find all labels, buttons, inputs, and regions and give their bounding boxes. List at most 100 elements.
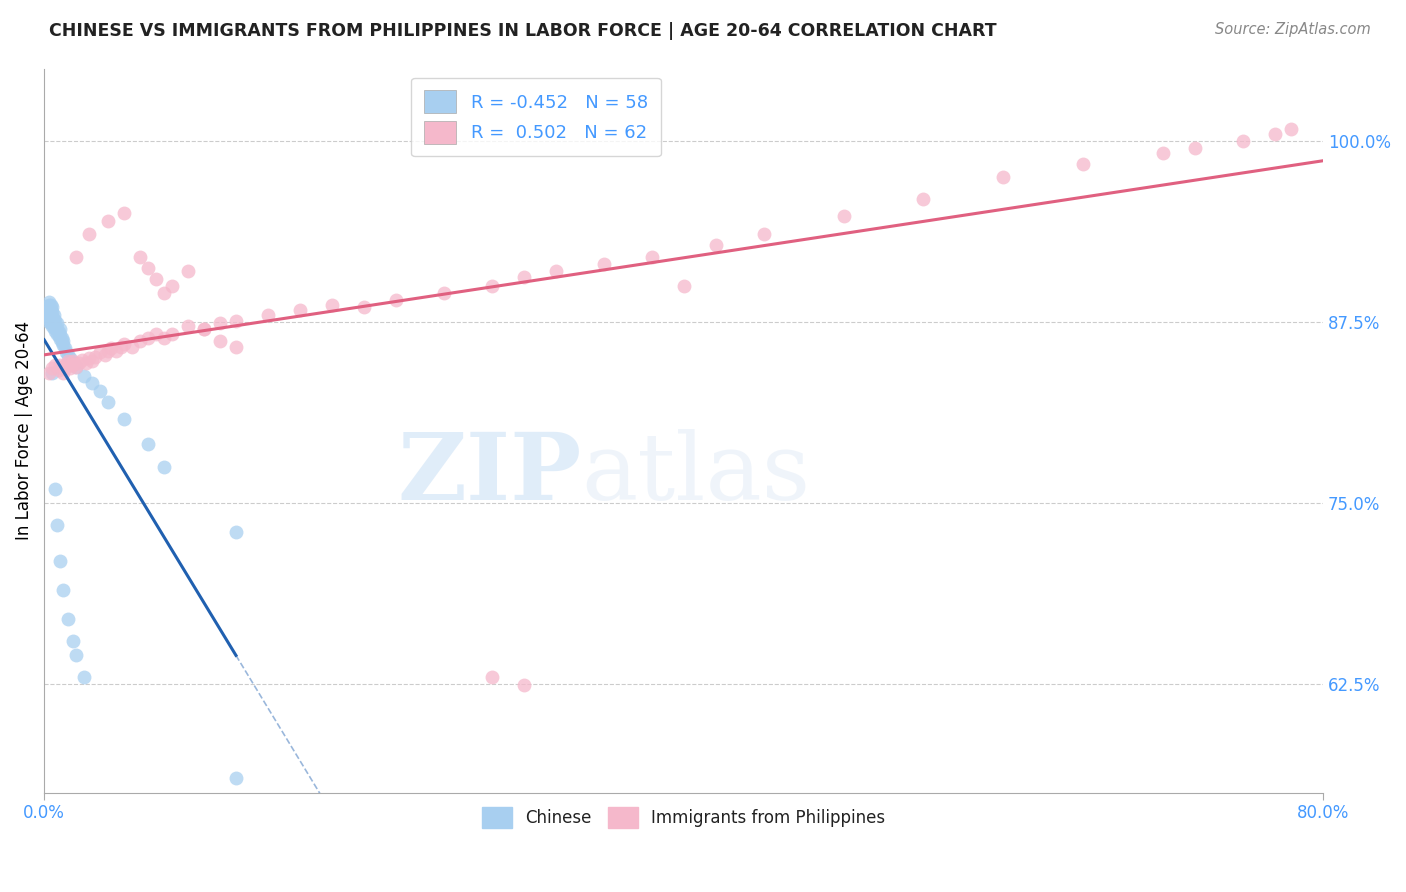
Point [38, 294, 60, 309]
Point [752, 227, 775, 241]
Point [49, 328, 72, 343]
Point [145, 326, 167, 341]
Point [52, 334, 75, 348]
Point [77, 351, 100, 366]
Point [225, 340, 247, 354]
Text: atlas: atlas [581, 429, 810, 519]
Point [193, 322, 215, 336]
Point [89, 384, 111, 399]
Point [385, 293, 408, 308]
Text: ZIP: ZIP [396, 429, 581, 519]
Point [321, 297, 343, 311]
Point [48, 363, 70, 377]
Point [672, 278, 695, 293]
Point [56, 348, 79, 362]
Point [193, 322, 215, 336]
Point [225, 313, 247, 327]
Point [97, 394, 120, 409]
Point [42, 320, 65, 334]
Y-axis label: In Labor Force | Age 20-64: In Labor Force | Age 20-64 [15, 321, 32, 541]
Point [73, 368, 96, 383]
Point [44, 359, 66, 373]
Point [177, 264, 200, 278]
Point [39, 297, 62, 311]
Point [1071, 157, 1094, 171]
Point [44, 482, 66, 496]
Point [41, 315, 63, 329]
Text: Source: ZipAtlas.com: Source: ZipAtlas.com [1215, 22, 1371, 37]
Point [62, 354, 84, 368]
Point [45, 322, 67, 336]
Point [129, 250, 152, 264]
Point [44, 319, 66, 334]
Point [225, 524, 247, 539]
Point [89, 345, 111, 359]
Point [1184, 141, 1206, 155]
Point [59, 361, 82, 376]
Point [45, 326, 67, 341]
Point [38, 303, 60, 318]
Point [55, 345, 77, 359]
Point [39, 312, 62, 326]
Point [153, 459, 176, 474]
Point [42, 317, 65, 331]
Point [1279, 122, 1302, 136]
Point [80, 376, 103, 390]
Point [35, 308, 58, 322]
Point [41, 310, 63, 325]
Point [65, 250, 87, 264]
Point [97, 213, 120, 227]
Point [49, 554, 72, 568]
Point [160, 326, 183, 341]
Point [41, 319, 63, 334]
Point [38, 315, 60, 329]
Point [433, 285, 456, 300]
Point [72, 352, 94, 367]
Point [48, 325, 70, 339]
Point [288, 303, 311, 318]
Point [136, 261, 159, 276]
Point [65, 648, 87, 662]
Point [75, 355, 97, 369]
Point [704, 238, 727, 252]
Point [41, 301, 63, 315]
Point [55, 357, 77, 371]
Point [37, 305, 59, 319]
Point [49, 322, 72, 336]
Point [257, 308, 280, 322]
Point [353, 301, 375, 315]
Point [39, 306, 62, 320]
Point [45, 517, 67, 532]
Point [544, 264, 567, 278]
Point [56, 354, 79, 368]
Point [63, 357, 86, 371]
Point [1264, 127, 1286, 141]
Point [993, 170, 1015, 185]
Point [80, 354, 103, 368]
Point [640, 250, 662, 264]
Point [100, 341, 122, 355]
Point [112, 412, 135, 426]
Point [62, 633, 84, 648]
Point [62, 355, 84, 369]
Point [51, 331, 73, 345]
Point [592, 257, 614, 271]
Point [44, 324, 66, 338]
Point [52, 582, 75, 597]
Point [129, 334, 152, 348]
Point [39, 301, 62, 316]
Point [49, 359, 72, 373]
Point [59, 351, 82, 366]
Point [481, 278, 503, 293]
Point [112, 206, 135, 220]
Point [112, 336, 135, 351]
Point [42, 312, 65, 326]
Point [121, 340, 143, 354]
Point [160, 278, 183, 293]
Point [48, 329, 70, 343]
Point [65, 359, 87, 374]
Point [832, 209, 855, 223]
Point [52, 338, 75, 352]
Legend: Chinese, Immigrants from Philippines: Chinese, Immigrants from Philippines [475, 800, 893, 835]
Point [177, 319, 200, 334]
